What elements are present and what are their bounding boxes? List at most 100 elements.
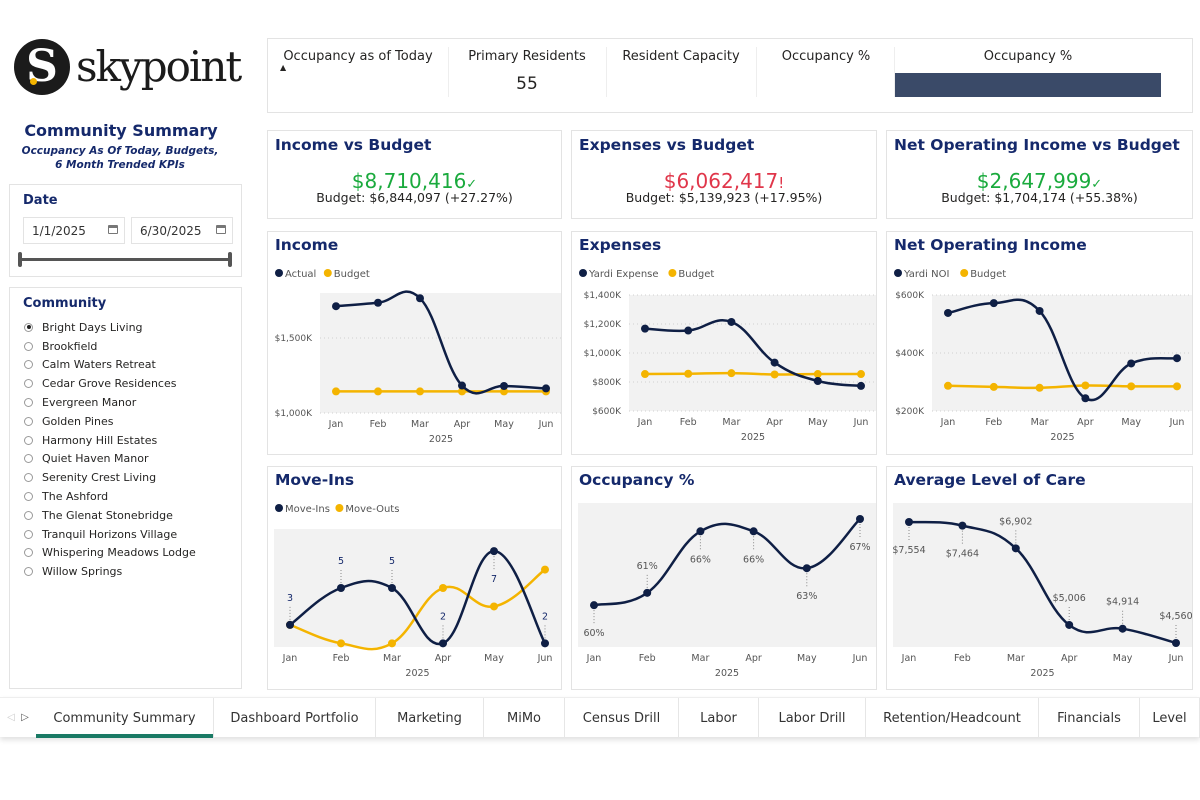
radio-button[interactable] bbox=[24, 567, 33, 577]
community-option-label: Whispering Meadows Lodge bbox=[42, 546, 196, 560]
legend-label: Yardi Expense bbox=[588, 269, 659, 280]
legend-label: Move-Outs bbox=[345, 504, 399, 515]
chart-svg: Move-Ins Move-Outs Jan Feb Mar Apr May Jun 2025 3… bbox=[274, 504, 561, 679]
community-option[interactable]: The Ashford bbox=[24, 487, 196, 506]
legend-label: Budget bbox=[678, 269, 714, 280]
radio-button[interactable] bbox=[24, 341, 33, 351]
radio-button[interactable] bbox=[24, 473, 33, 483]
community-option-label: Tranquil Horizons Village bbox=[42, 527, 178, 541]
date-label: Date bbox=[23, 193, 58, 208]
x-tick-label: Jun bbox=[853, 417, 869, 428]
tab-mimo[interactable]: MiMo bbox=[484, 698, 565, 738]
tab-census-drill[interactable]: Census Drill bbox=[565, 698, 679, 738]
legend-marker bbox=[894, 269, 902, 277]
x-tick-label: Mar bbox=[411, 419, 429, 430]
slider-end-handle[interactable] bbox=[228, 252, 232, 267]
radio-button[interactable] bbox=[24, 416, 33, 426]
data-label: 5 bbox=[338, 556, 344, 567]
calendar-icon[interactable] bbox=[108, 225, 118, 234]
data-point bbox=[332, 302, 340, 311]
legend-marker bbox=[335, 504, 344, 512]
radio-button[interactable] bbox=[24, 548, 33, 558]
data-point bbox=[416, 387, 424, 396]
move-ins-chart: Move-Ins Move-Outs Jan Feb Mar Apr May Jun 2025 3… bbox=[267, 466, 562, 690]
radio-button[interactable] bbox=[24, 379, 33, 389]
community-option[interactable]: Golden Pines bbox=[24, 412, 196, 431]
plot-area bbox=[274, 529, 561, 647]
data-point bbox=[458, 381, 466, 390]
x-tick-label: Feb bbox=[639, 653, 656, 664]
data-point bbox=[857, 381, 865, 390]
data-point bbox=[696, 527, 705, 536]
scroll-right-icon[interactable]: ▷ bbox=[21, 712, 29, 723]
end-date-input[interactable]: 6/30/2025 bbox=[131, 217, 233, 244]
x-axis-label: 2025 bbox=[1050, 432, 1074, 443]
data-point bbox=[439, 639, 447, 648]
community-option[interactable]: Evergreen Manor bbox=[24, 393, 196, 412]
data-label: 3 bbox=[287, 593, 293, 604]
community-option[interactable]: Willow Springs bbox=[24, 562, 196, 581]
community-option-label: Calm Waters Retreat bbox=[42, 358, 156, 372]
radio-button[interactable] bbox=[24, 435, 33, 445]
tab-community-summary[interactable]: Community Summary bbox=[36, 698, 214, 738]
x-tick-label: Apr bbox=[1061, 653, 1078, 664]
radio-button[interactable] bbox=[24, 492, 33, 502]
x-tick-label: Mar bbox=[722, 417, 740, 428]
radio-button[interactable] bbox=[24, 322, 33, 332]
tab-labor[interactable]: Labor bbox=[679, 698, 759, 738]
community-option[interactable]: Quiet Haven Manor bbox=[24, 450, 196, 469]
tab-financials[interactable]: Financials bbox=[1039, 698, 1140, 738]
tab-dashboard-portfolio[interactable]: Dashboard Portfolio bbox=[214, 698, 376, 738]
data-point bbox=[770, 370, 779, 379]
scroll-left-icon[interactable]: ◁ bbox=[7, 712, 15, 723]
primary-residents-column: Primary Residents 55 bbox=[448, 39, 606, 99]
community-option[interactable]: Whispering Meadows Lodge bbox=[24, 544, 196, 563]
community-option[interactable]: Harmony Hill Estates bbox=[24, 431, 196, 450]
data-label: 66% bbox=[743, 554, 764, 565]
series-line bbox=[644, 319, 862, 388]
radio-button[interactable] bbox=[24, 360, 33, 370]
data-point bbox=[286, 620, 294, 629]
tab-level[interactable]: Level bbox=[1140, 698, 1200, 738]
start-date-input[interactable]: 1/1/2025 bbox=[23, 217, 125, 244]
community-option[interactable]: Brookfield bbox=[24, 337, 196, 356]
radio-button[interactable] bbox=[24, 454, 33, 464]
x-tick-label: Jun bbox=[1168, 653, 1184, 664]
page-title: Community Summary bbox=[24, 121, 218, 140]
radio-button[interactable] bbox=[24, 529, 33, 539]
data-point bbox=[542, 384, 550, 393]
data-point bbox=[856, 515, 864, 523]
tab-marketing[interactable]: Marketing bbox=[376, 698, 484, 738]
community-label: Community bbox=[23, 296, 107, 311]
community-option[interactable]: Cedar Grove Residences bbox=[24, 374, 196, 393]
radio-button[interactable] bbox=[24, 510, 33, 520]
radio-button[interactable] bbox=[24, 398, 33, 408]
data-point bbox=[490, 602, 498, 611]
data-point bbox=[1081, 381, 1090, 390]
community-option[interactable]: The Glenat Stonebridge bbox=[24, 506, 196, 525]
y-tick-label: $200K bbox=[895, 407, 925, 417]
expenses-value: $6,062,417! bbox=[663, 169, 785, 193]
date-range-slider[interactable] bbox=[18, 252, 232, 267]
sort-ascending-icon[interactable]: ▲ bbox=[280, 63, 287, 72]
tab-labor-drill[interactable]: Labor Drill bbox=[759, 698, 866, 738]
slider-start-handle[interactable] bbox=[18, 252, 22, 267]
income-value: $8,710,416✓ bbox=[351, 169, 478, 193]
tab-retention-headcount[interactable]: Retention/Headcount bbox=[866, 698, 1039, 738]
y-tick-label: $1,500K bbox=[275, 334, 313, 344]
community-option[interactable]: Calm Waters Retreat bbox=[24, 356, 196, 375]
community-option[interactable]: Tranquil Horizons Village bbox=[24, 525, 196, 544]
data-point bbox=[374, 298, 382, 307]
alert-icon: ! bbox=[778, 174, 785, 192]
community-option[interactable]: Serenity Crest Living bbox=[24, 468, 196, 487]
data-point bbox=[770, 358, 779, 367]
x-tick-label: Jan bbox=[901, 653, 917, 664]
data-label: $6,902 bbox=[999, 516, 1032, 527]
data-label: $4,914 bbox=[1106, 597, 1139, 608]
x-tick-label: May bbox=[797, 653, 817, 664]
community-option[interactable]: Bright Days Living bbox=[24, 318, 196, 337]
calendar-icon[interactable] bbox=[216, 225, 226, 234]
data-point bbox=[641, 324, 649, 333]
chart-svg: Jan Feb Mar Apr May Jun 2025 $7,554 $7,464 $6,902… bbox=[892, 503, 1192, 679]
data-point bbox=[813, 370, 822, 379]
